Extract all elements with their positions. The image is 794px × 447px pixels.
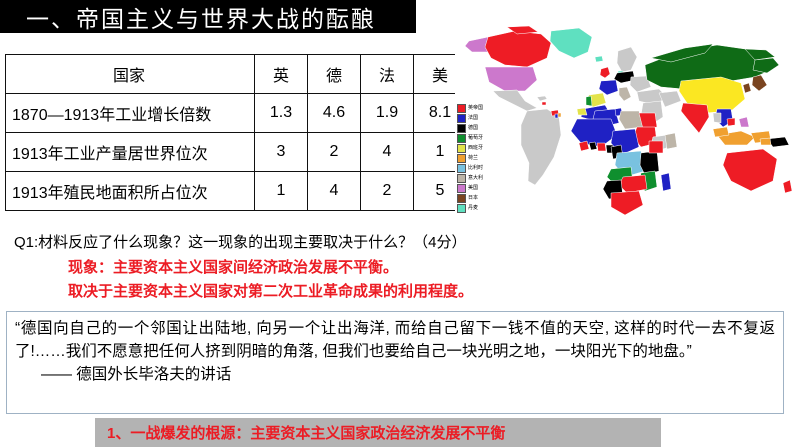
cell-output-france: 4 [360,132,414,172]
cell-colony-france: 2 [360,171,414,211]
answer-phenomenon: 现象：主要资本主义国家间经济政治发展不平衡。 [68,259,399,276]
table-row: 1913年殖民地面积所占位次 1 4 2 5 [5,171,467,211]
legend-item-italy: 意大利 [457,173,505,183]
legend-item-portugal: 葡萄牙 [457,133,505,143]
legend-item-denmark: 丹麦 [457,203,505,213]
cell-growth-france: 1.9 [360,93,414,133]
table-header-row: 国家 英 德 法 美 [5,54,467,94]
table-header-country: 国家 [5,54,255,94]
legend-label: 英帝国 [468,104,484,111]
table-header-britain: 英 [254,54,308,94]
legend-label: 丹麦 [468,204,479,211]
legend-label: 荷兰 [468,154,479,161]
legend-item-japan: 日本 [457,193,505,203]
table-header-france: 法 [360,54,414,94]
cell-growth-britain: 1.3 [254,93,308,133]
cell-colony-germany: 4 [307,171,361,211]
legend-swatch-icon [457,113,466,123]
legend-label: 德国 [468,124,479,131]
page-title: 一、帝国主义与世界大战的酝酿 [26,5,376,32]
legend-item-spain: 西班牙 [457,143,505,153]
row-label-output-rank: 1913年工业产量居世界位次 [5,132,255,172]
legend-item-belgium: 比利时 [457,163,505,173]
legend-swatch-icon [457,183,466,193]
legend-item-usa: 美国 [457,183,505,193]
table-row: 1870—1913年工业增长倍数 1.3 4.6 1.9 8.1 [5,93,467,133]
legend-label: 美国 [468,184,479,191]
world-colonial-empires-map: 英帝国 法国 德国 葡萄牙 西班牙 荷兰 比利时 意大利 [455,25,794,223]
industrial-statistics-table: 国家 英 德 法 美 1870—1913年工业增长倍数 1.3 4.6 1.9 … [5,54,467,211]
legend-swatch-icon [457,153,466,163]
answer-determinant: 取决于主要资本主义国家对第二次工业革命成果的利用程度。 [68,283,474,300]
legend-item-netherlands: 荷兰 [457,153,505,163]
legend-swatch-icon [457,163,466,173]
map-legend: 英帝国 法国 德国 葡萄牙 西班牙 荷兰 比利时 意大利 [457,103,505,213]
legend-swatch-icon [457,193,466,203]
cell-output-britain: 3 [254,132,308,172]
legend-swatch-icon [457,123,466,133]
legend-label: 西班牙 [468,144,484,151]
legend-swatch-icon [457,173,466,183]
cell-colony-britain: 1 [254,171,308,211]
legend-item-british-empire: 英帝国 [457,103,505,113]
conclusion-banner: 1、一战爆发的根源：主要资本主义国家政治经济发展不平衡 [95,418,661,447]
section-title-banner: 一、帝国主义与世界大战的酝酿 [0,0,416,33]
legend-swatch-icon [457,203,466,213]
legend-label: 意大利 [468,174,484,181]
source-quote-box: “德国向自己的一个邻国让出陆地, 向另一个让出海洋, 而给自己留下一钱不值的天空… [6,311,784,414]
legend-label: 法国 [468,114,479,121]
map-graphic [455,25,794,223]
conclusion-text: 1、一战爆发的根源：主要资本主义国家政治经济发展不平衡 [107,425,506,442]
legend-swatch-icon [457,133,466,143]
row-label-growth-multiple: 1870—1913年工业增长倍数 [5,93,255,133]
legend-label: 葡萄牙 [468,134,484,141]
quote-text: “德国向自己的一个邻国让出陆地, 向另一个让出海洋, 而给自己留下一钱不值的天空… [15,320,775,360]
legend-swatch-icon [457,103,466,113]
table-row: 1913年工业产量居世界位次 3 2 4 1 [5,132,467,172]
row-label-colony-rank: 1913年殖民地面积所占位次 [5,171,255,211]
legend-swatch-icon [457,143,466,153]
cell-output-germany: 2 [307,132,361,172]
question-q1: Q1:材料反应了什么现象？这一现象的出现主要取决于什么？（4分） [14,234,467,251]
legend-label: 日本 [468,194,479,201]
quote-source: —— 德国外长毕洛夫的讲话 [41,366,232,383]
legend-item-france: 法国 [457,113,505,123]
cell-growth-germany: 4.6 [307,93,361,133]
legend-label: 比利时 [468,164,484,171]
table-header-germany: 德 [307,54,361,94]
legend-item-germany: 德国 [457,123,505,133]
